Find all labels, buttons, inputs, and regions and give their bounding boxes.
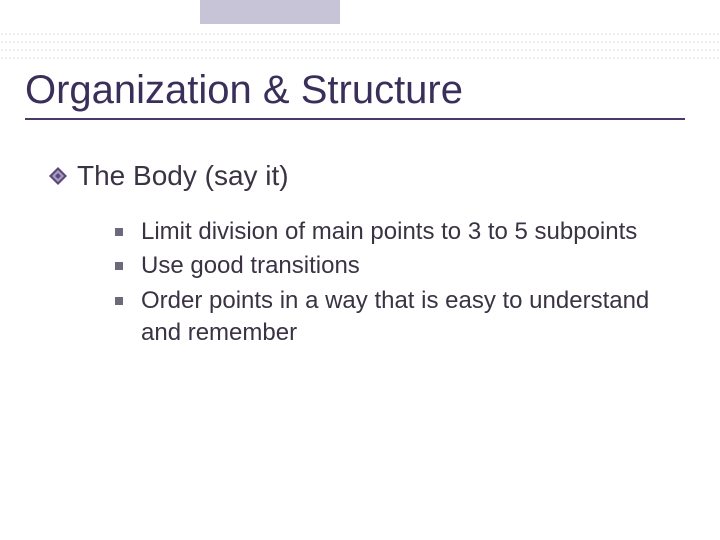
point-text: Use good transitions bbox=[141, 250, 360, 282]
list-item: Limit division of main points to 3 to 5 … bbox=[115, 216, 670, 248]
square-bullet-icon bbox=[115, 228, 123, 236]
point-text: Order points in a way that is easy to un… bbox=[141, 285, 670, 350]
dotted-row bbox=[0, 32, 720, 35]
subtitle-row: The Body (say it) bbox=[49, 160, 700, 192]
dotted-row bbox=[0, 40, 720, 43]
slide-content: Organization & Structure The Body (say i… bbox=[25, 68, 700, 352]
square-bullet-icon bbox=[115, 262, 123, 270]
decor-box bbox=[200, 0, 340, 24]
title-underline bbox=[25, 118, 685, 120]
slide-title: Organization & Structure bbox=[25, 68, 700, 112]
slide-subtitle: The Body (say it) bbox=[77, 160, 289, 192]
dotted-row bbox=[0, 48, 720, 51]
points-list: Limit division of main points to 3 to 5 … bbox=[115, 216, 670, 350]
list-item: Use good transitions bbox=[115, 250, 670, 282]
square-bullet-icon bbox=[115, 297, 123, 305]
dotted-row bbox=[0, 56, 720, 59]
list-item: Order points in a way that is easy to un… bbox=[115, 285, 670, 350]
diamond-bullet-icon bbox=[49, 167, 67, 185]
point-text: Limit division of main points to 3 to 5 … bbox=[141, 216, 637, 248]
